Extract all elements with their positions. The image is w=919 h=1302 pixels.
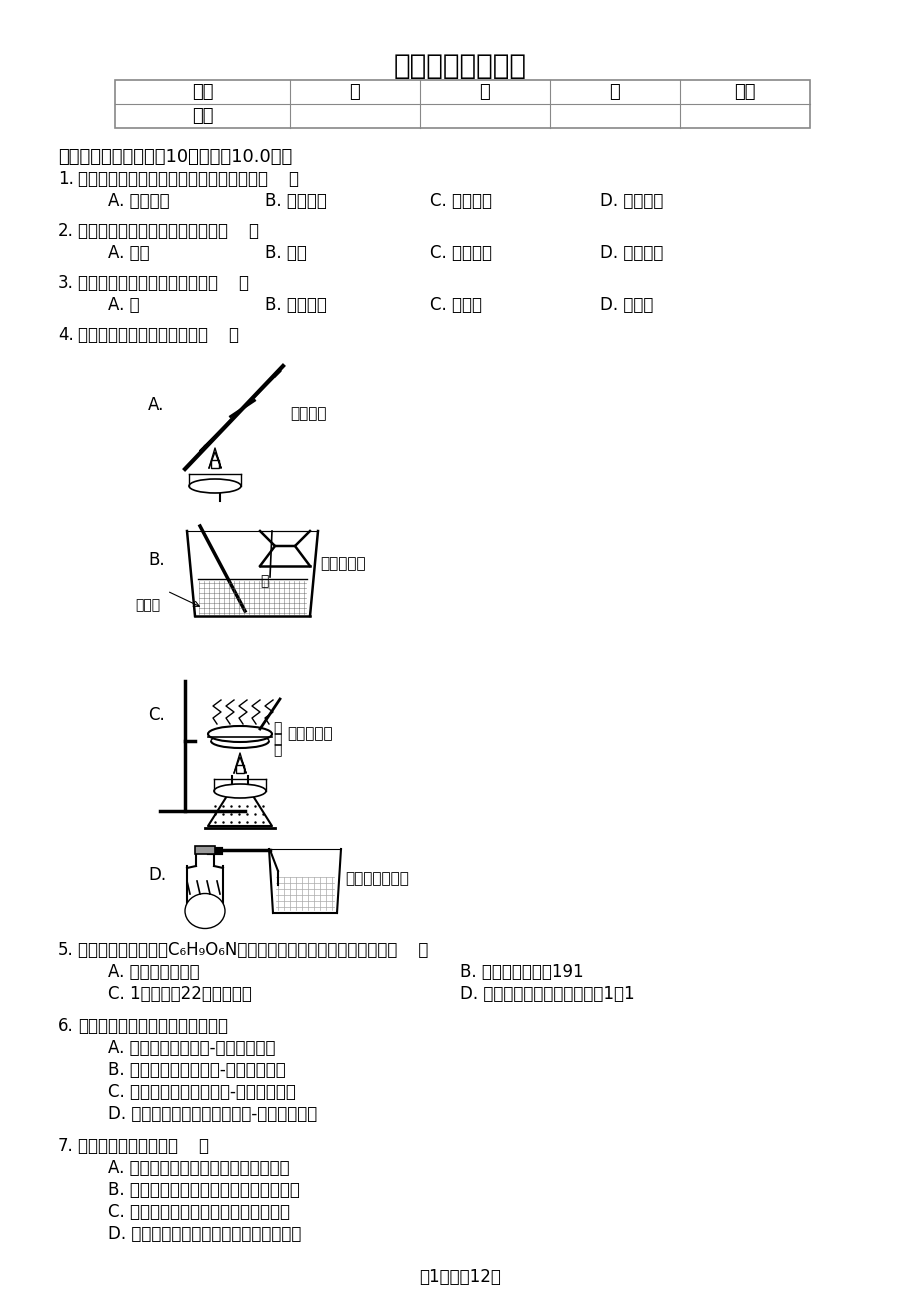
- Text: 水: 水: [273, 743, 281, 756]
- Text: C. 镁条燃烧: C. 镁条燃烧: [429, 191, 492, 210]
- Text: B.: B.: [148, 551, 165, 569]
- Ellipse shape: [214, 784, 266, 798]
- Text: C. 可利用的淡水资源取之不尽用之不竭: C. 可利用的淡水资源取之不尽用之不竭: [108, 1203, 289, 1221]
- Bar: [214, 767, 266, 779]
- Text: 一、单选题（本大题共10小题，共10.0分）: 一、单选题（本大题共10小题，共10.0分）: [58, 148, 292, 165]
- Text: 5.: 5.: [58, 941, 74, 960]
- Text: 某种药物的化学式为C₆H₉O₆N，下列有关该药物的说法错误的是（    ）: 某种药物的化学式为C₆H₉O₆N，下列有关该药物的说法错误的是（ ）: [78, 941, 428, 960]
- Ellipse shape: [188, 479, 241, 493]
- Text: 加热液体: 加热液体: [289, 406, 326, 421]
- Text: C. 1个分子由22个原子构成: C. 1个分子由22个原子构成: [108, 986, 252, 1003]
- Text: 4.: 4.: [58, 326, 74, 344]
- Text: 第1页，共12页: 第1页，共12页: [419, 1268, 500, 1286]
- Text: 下列事实的微观解释正确的是（）: 下列事实的微观解释正确的是（）: [78, 1017, 228, 1035]
- Text: 得分: 得分: [191, 107, 213, 125]
- Text: C.: C.: [148, 706, 165, 724]
- Text: D. 碳、氧两种元素的质量比为1：1: D. 碳、氧两种元素的质量比为1：1: [460, 986, 634, 1003]
- Text: 三: 三: [609, 83, 619, 102]
- Text: D.: D.: [148, 866, 166, 884]
- Text: C. 二氧化碳: C. 二氧化碳: [429, 243, 492, 262]
- Text: A. 降低温度使水结冰-分子停止运动: A. 降低温度使水结冰-分子停止运动: [108, 1039, 275, 1057]
- Text: 1.: 1.: [58, 171, 74, 187]
- Text: A. 可用灼烧的方法区分羊毛和合成纤维: A. 可用灼烧的方法区分羊毛和合成纤维: [108, 1159, 289, 1177]
- Text: C. 湿衣服在阳光下干得快-分子间隔变小: C. 湿衣服在阳光下干得快-分子间隔变小: [108, 1083, 296, 1101]
- Text: B. 铁丝弯曲: B. 铁丝弯曲: [265, 191, 326, 210]
- FancyBboxPatch shape: [195, 846, 215, 854]
- Text: A. 由四种元素组成: A. 由四种元素组成: [108, 963, 199, 980]
- Text: C. 硫酸铜: C. 硫酸铜: [429, 296, 482, 314]
- Text: B. 二氧化碳: B. 二氧化碳: [265, 296, 326, 314]
- Text: 下列说法中错误的是（    ）: 下列说法中错误的是（ ）: [78, 1137, 209, 1155]
- Text: 食: 食: [273, 721, 281, 736]
- Ellipse shape: [185, 893, 225, 928]
- Text: 检查装置气密性: 检查装置气密性: [345, 871, 408, 885]
- Text: 总分: 总分: [733, 83, 754, 102]
- Text: D. 稀有气体: D. 稀有气体: [599, 243, 663, 262]
- Text: 下列空气成分中能供给呼吸的是（    ）: 下列空气成分中能供给呼吸的是（ ）: [78, 223, 259, 240]
- Text: 稀释浓硫酸: 稀释浓硫酸: [320, 556, 365, 572]
- Text: 3.: 3.: [58, 273, 74, 292]
- Text: 6.: 6.: [58, 1017, 74, 1035]
- Text: A. 水结成冰: A. 水结成冰: [108, 191, 169, 210]
- Text: D. 金刚石: D. 金刚石: [599, 296, 652, 314]
- Text: B. 空气液化后体积变小-分子体积变小: B. 空气液化后体积变小-分子体积变小: [108, 1061, 286, 1079]
- Text: D. 回收利用废旧的金属可以节约金属资源: D. 回收利用废旧的金属可以节约金属资源: [108, 1225, 301, 1243]
- Bar: [210, 460, 219, 467]
- Text: 一: 一: [349, 83, 360, 102]
- Text: D. 玻璃破碎: D. 玻璃破碎: [599, 191, 663, 210]
- Text: A. 氮气: A. 氮气: [108, 243, 150, 262]
- Text: A. 汞: A. 汞: [108, 296, 140, 314]
- Text: D. 水和过氧化氢化学性质不同-分子构成不同: D. 水和过氧化氢化学性质不同-分子构成不同: [108, 1105, 317, 1124]
- Text: B. 氧气: B. 氧气: [265, 243, 307, 262]
- Text: 2.: 2.: [58, 223, 74, 240]
- Text: 盐: 盐: [273, 732, 281, 746]
- Text: 二: 二: [479, 83, 490, 102]
- Text: 下列实验操作中不正确的是（    ）: 下列实验操作中不正确的是（ ）: [78, 326, 239, 344]
- Text: 水: 水: [260, 574, 268, 589]
- Text: 下列物质中，由分子构成的是（    ）: 下列物质中，由分子构成的是（ ）: [78, 273, 249, 292]
- Text: 中考化学一模试卷: 中考化学一模试卷: [393, 52, 526, 79]
- Text: B. 煤、石油、天然气都是不可再生的能源: B. 煤、石油、天然气都是不可再生的能源: [108, 1181, 300, 1199]
- Text: A.: A.: [148, 396, 165, 414]
- Text: 蒸发食盐水: 蒸发食盐水: [287, 727, 333, 741]
- Bar: [115, 79, 809, 128]
- Text: 浓硫酸: 浓硫酸: [135, 598, 160, 612]
- Ellipse shape: [208, 727, 272, 742]
- Text: 题号: 题号: [191, 83, 213, 102]
- Text: 7.: 7.: [58, 1137, 74, 1155]
- Text: 下列变化过程中，一定发生化学变化的是（    ）: 下列变化过程中，一定发生化学变化的是（ ）: [78, 171, 299, 187]
- Text: B. 相对分子质量为191: B. 相对分子质量为191: [460, 963, 583, 980]
- Bar: [188, 462, 241, 474]
- Bar: [236, 766, 244, 773]
